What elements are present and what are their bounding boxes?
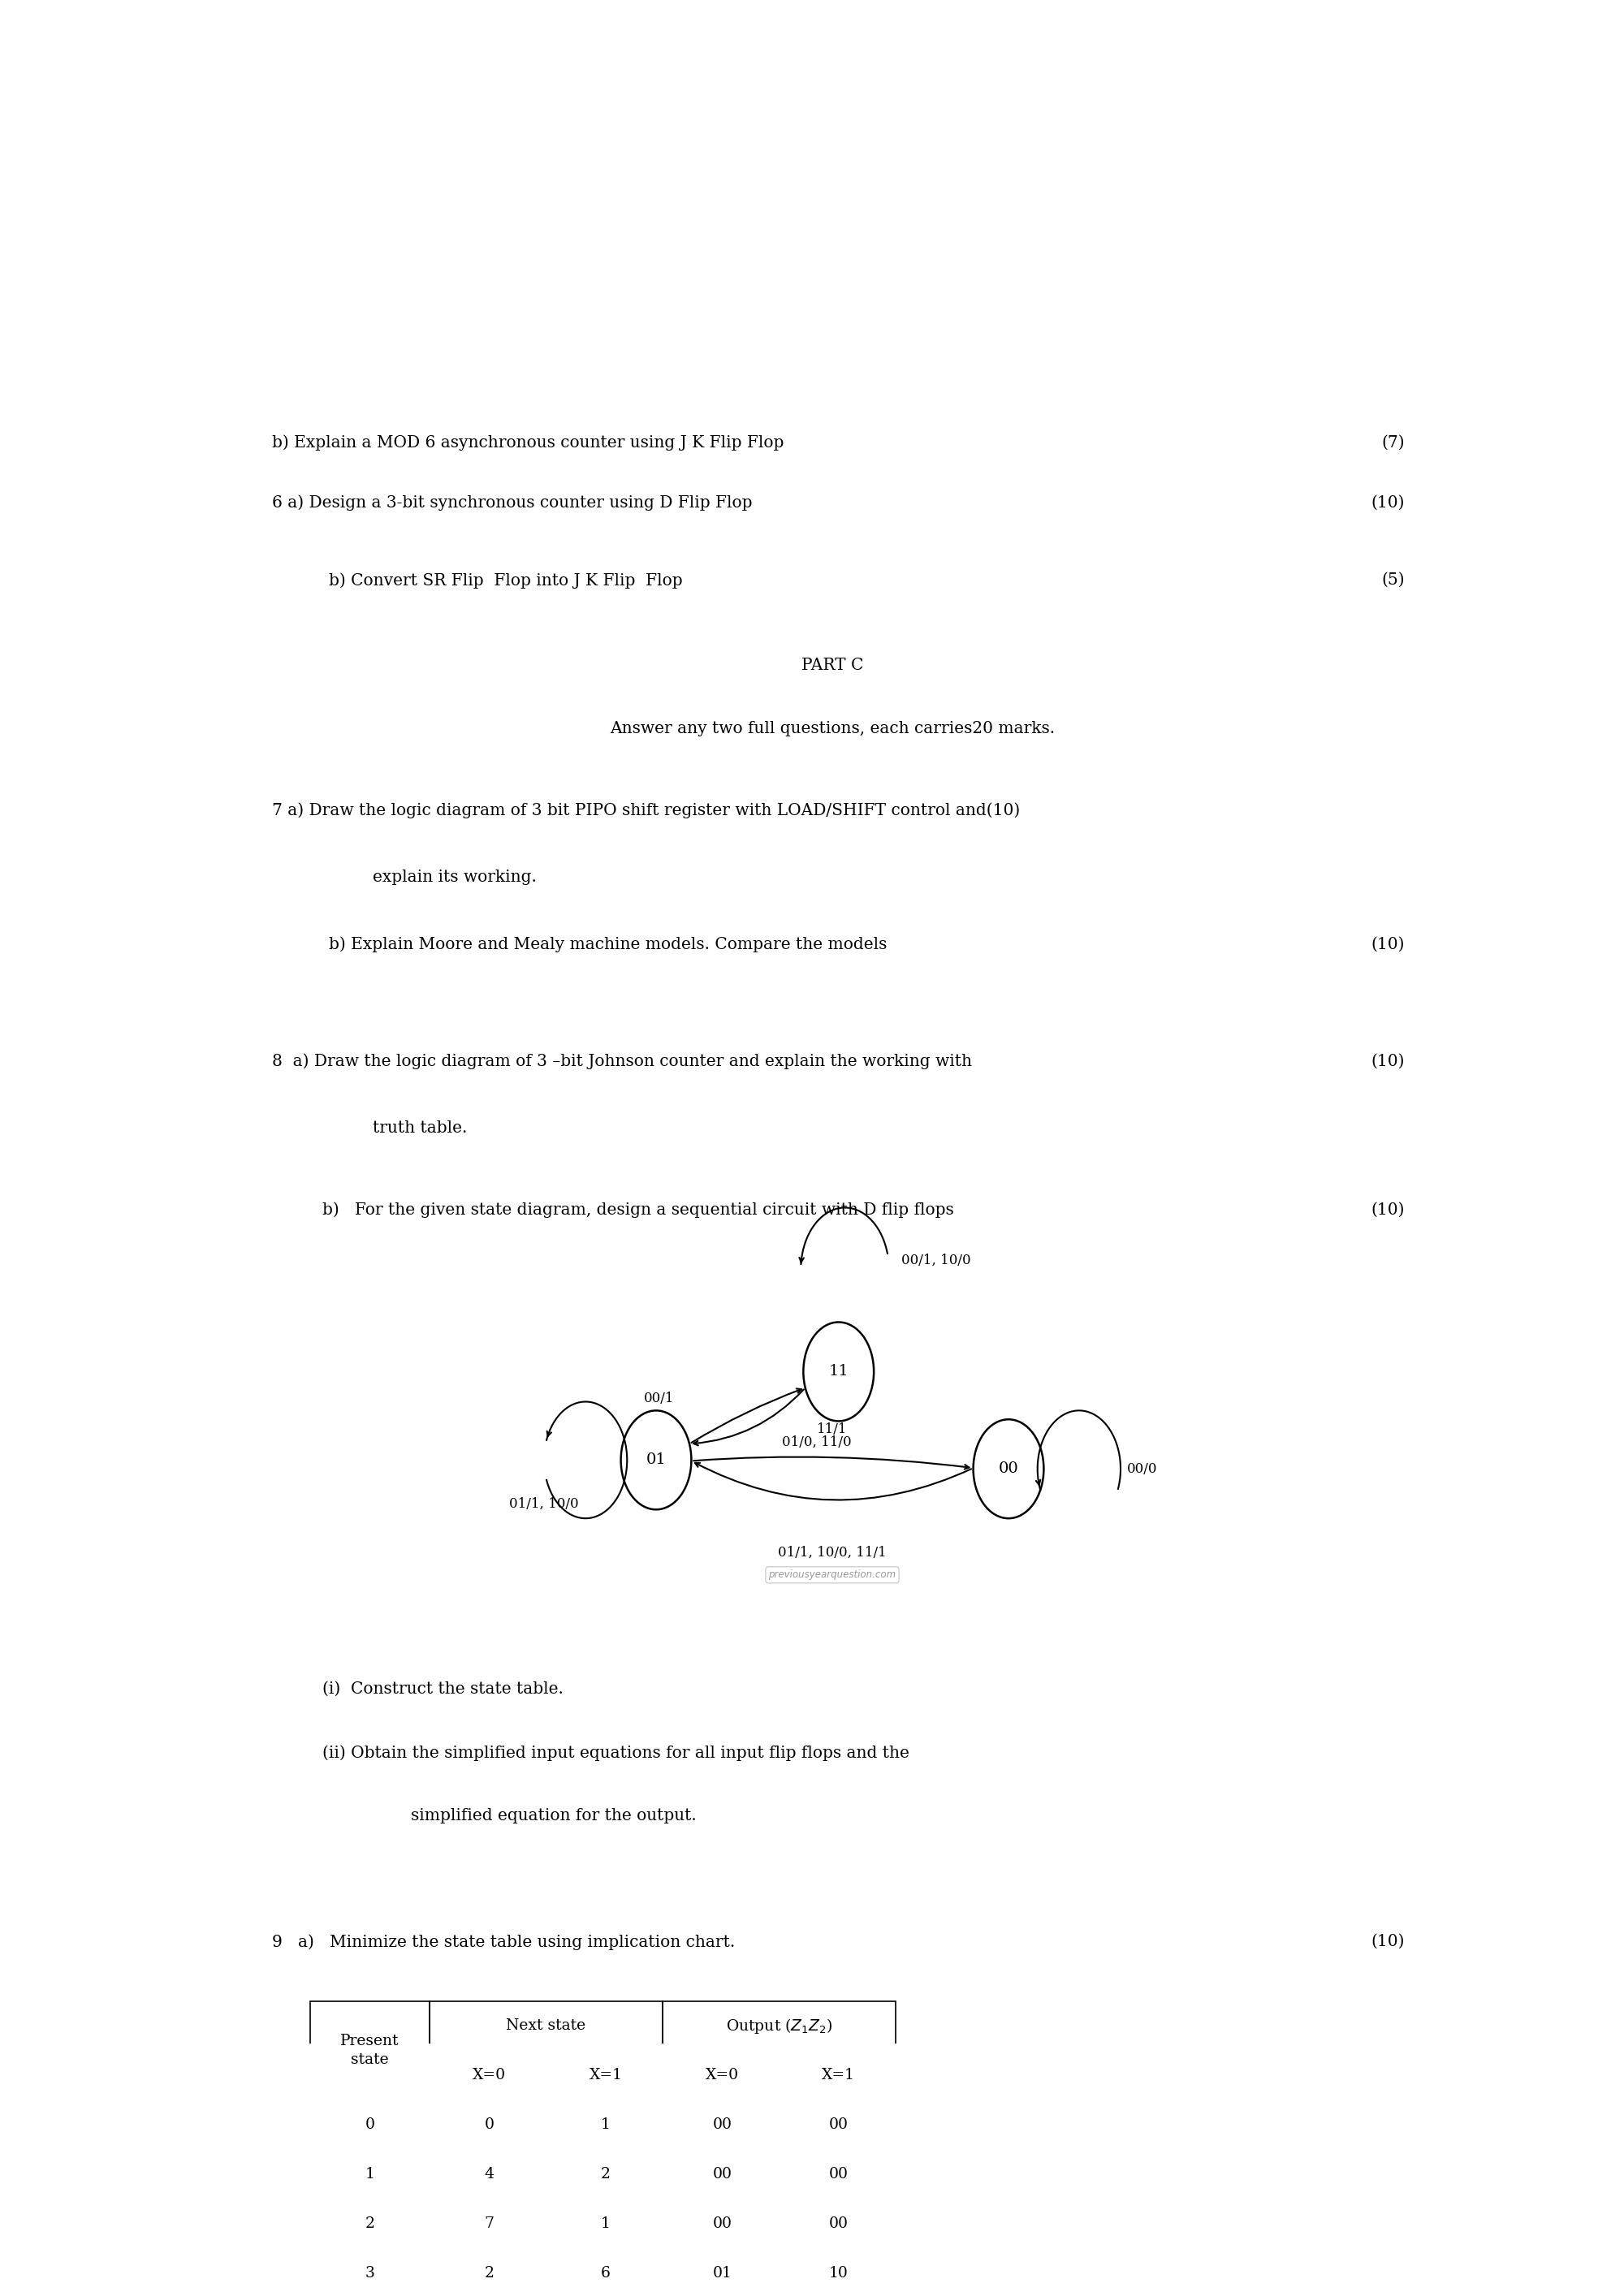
Bar bbox=[429, 2248, 549, 2296]
Bar bbox=[310, 2248, 429, 2296]
Text: 0: 0 bbox=[484, 2117, 494, 2133]
Text: Present
state: Present state bbox=[341, 2034, 400, 2066]
Bar bbox=[783, 2101, 895, 2149]
Text: (ii) Obtain the simplified input equations for all input flip flops and the: (ii) Obtain the simplified input equatio… bbox=[323, 1745, 909, 1761]
Bar bbox=[663, 2002, 895, 2050]
Bar bbox=[429, 2200, 549, 2248]
Bar bbox=[549, 2101, 663, 2149]
Text: 0: 0 bbox=[365, 2117, 375, 2133]
Bar bbox=[663, 2248, 783, 2296]
Bar bbox=[549, 2200, 663, 2248]
Bar bbox=[663, 2101, 783, 2149]
Bar bbox=[429, 2101, 549, 2149]
Text: 01/1, 10/0, 11/1: 01/1, 10/0, 11/1 bbox=[778, 1545, 887, 1559]
Text: 2: 2 bbox=[365, 2216, 375, 2232]
Text: 01: 01 bbox=[646, 1453, 666, 1467]
Text: 00: 00 bbox=[713, 2117, 732, 2133]
Text: 00: 00 bbox=[828, 2117, 848, 2133]
Text: 11/1: 11/1 bbox=[817, 1421, 848, 1435]
Text: 1: 1 bbox=[601, 2216, 611, 2232]
Text: 3: 3 bbox=[365, 2266, 375, 2280]
Text: 7: 7 bbox=[484, 2216, 494, 2232]
Text: b) Explain a MOD 6 asynchronous counter using J K Flip Flop: b) Explain a MOD 6 asynchronous counter … bbox=[273, 434, 784, 450]
Text: (i)  Construct the state table.: (i) Construct the state table. bbox=[323, 1681, 564, 1697]
Text: Next state: Next state bbox=[507, 2018, 586, 2032]
Text: b)   For the given state diagram, design a sequential circuit with D flip flops: b) For the given state diagram, design a… bbox=[323, 1201, 955, 1217]
Text: 1: 1 bbox=[365, 2167, 375, 2181]
Text: Answer any two full questions, each carries20 marks.: Answer any two full questions, each carr… bbox=[609, 721, 1056, 737]
Bar bbox=[310, 2149, 429, 2200]
Bar bbox=[549, 2149, 663, 2200]
Bar bbox=[663, 2149, 783, 2200]
Text: 00/1: 00/1 bbox=[645, 1391, 674, 1405]
Text: X=1: X=1 bbox=[822, 2069, 856, 2082]
Text: 10: 10 bbox=[828, 2266, 848, 2280]
Bar bbox=[663, 2050, 783, 2101]
Text: 7 a) Draw the logic diagram of 3 bit PIPO shift register with LOAD/SHIFT control: 7 a) Draw the logic diagram of 3 bit PIP… bbox=[273, 801, 1020, 817]
Bar bbox=[549, 2248, 663, 2296]
Text: (10): (10) bbox=[1371, 1201, 1405, 1217]
Bar bbox=[783, 2149, 895, 2200]
Text: (10): (10) bbox=[1371, 1933, 1405, 1949]
Text: 6 a) Design a 3-bit synchronous counter using D Flip Flop: 6 a) Design a 3-bit synchronous counter … bbox=[273, 494, 752, 510]
Text: 00: 00 bbox=[828, 2167, 848, 2181]
Text: Output ($Z_1Z_2$): Output ($Z_1Z_2$) bbox=[726, 2016, 831, 2034]
Text: simplified equation for the output.: simplified equation for the output. bbox=[411, 1809, 697, 1823]
Text: 00: 00 bbox=[713, 2167, 732, 2181]
Text: X=1: X=1 bbox=[590, 2069, 622, 2082]
Text: (7): (7) bbox=[1382, 434, 1405, 450]
Text: 00: 00 bbox=[713, 2216, 732, 2232]
Bar bbox=[429, 2050, 549, 2101]
Bar bbox=[310, 2200, 429, 2248]
Text: truth table.: truth table. bbox=[374, 1120, 468, 1137]
Text: 9   a)   Minimize the state table using implication chart.: 9 a) Minimize the state table using impl… bbox=[273, 1933, 736, 1949]
Text: 01: 01 bbox=[713, 2266, 732, 2280]
Text: PART C: PART C bbox=[801, 657, 864, 673]
Bar bbox=[310, 2101, 429, 2149]
Bar bbox=[549, 2050, 663, 2101]
Bar bbox=[429, 2149, 549, 2200]
Text: 4: 4 bbox=[484, 2167, 494, 2181]
Text: 2: 2 bbox=[484, 2266, 494, 2280]
Text: 01/0, 11/0: 01/0, 11/0 bbox=[781, 1435, 851, 1449]
Text: (10): (10) bbox=[1371, 494, 1405, 510]
Text: 1: 1 bbox=[601, 2117, 611, 2133]
Text: (10): (10) bbox=[1371, 1054, 1405, 1070]
Text: 00/1, 10/0: 00/1, 10/0 bbox=[901, 1254, 971, 1267]
Text: b) Explain Moore and Mealy machine models. Compare the models: b) Explain Moore and Mealy machine model… bbox=[328, 937, 887, 953]
Text: explain its working.: explain its working. bbox=[374, 870, 538, 884]
Bar bbox=[310, 2002, 429, 2101]
Text: 00: 00 bbox=[999, 1463, 1018, 1476]
Text: 00: 00 bbox=[828, 2216, 848, 2232]
Text: X=0: X=0 bbox=[473, 2069, 507, 2082]
Bar bbox=[663, 2200, 783, 2248]
Bar bbox=[429, 2002, 663, 2050]
Text: 00/0: 00/0 bbox=[1127, 1463, 1158, 1476]
Text: 2: 2 bbox=[601, 2167, 611, 2181]
Text: 01/1, 10/0: 01/1, 10/0 bbox=[510, 1497, 578, 1511]
Text: 6: 6 bbox=[601, 2266, 611, 2280]
Text: b) Convert SR Flip  Flop into J K Flip  Flop: b) Convert SR Flip Flop into J K Flip Fl… bbox=[328, 572, 682, 588]
Text: 8  a) Draw the logic diagram of 3 –bit Johnson counter and explain the working w: 8 a) Draw the logic diagram of 3 –bit Jo… bbox=[273, 1054, 973, 1070]
Text: X=0: X=0 bbox=[705, 2069, 739, 2082]
Text: (5): (5) bbox=[1382, 572, 1405, 588]
Bar bbox=[783, 2200, 895, 2248]
Text: previousyearquestion.com: previousyearquestion.com bbox=[768, 1570, 896, 1580]
Bar bbox=[783, 2248, 895, 2296]
Text: 11: 11 bbox=[828, 1364, 849, 1380]
Bar bbox=[783, 2050, 895, 2101]
Text: (10): (10) bbox=[1371, 937, 1405, 953]
